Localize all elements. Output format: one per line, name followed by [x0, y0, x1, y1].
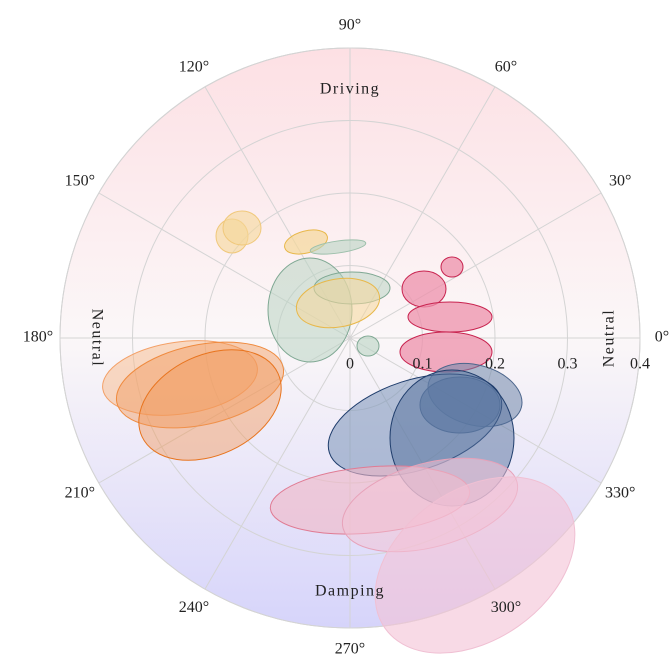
region-label: Damping [315, 583, 385, 600]
r-tick-label: 0.3 [558, 356, 578, 373]
angle-tick-label: 210° [65, 485, 95, 502]
r-tick-label: 0.2 [485, 356, 505, 373]
blob [407, 301, 493, 333]
blob [374, 476, 576, 654]
angle-tick-label: 60° [495, 58, 517, 75]
blobs [102, 210, 576, 654]
blob [138, 349, 282, 461]
angle-tick-label: 30° [609, 173, 631, 190]
region-label: Neutral [601, 309, 618, 367]
grid-spoke [349, 192, 602, 339]
r-tick-label: 0.1 [413, 356, 433, 373]
grid-spoke [204, 337, 351, 590]
blob [440, 256, 464, 278]
angle-tick-label: 0° [655, 329, 669, 346]
blob [115, 341, 285, 429]
angle-tick-label: 90° [339, 17, 361, 34]
region-label: Neutral [88, 309, 105, 367]
blob [401, 270, 447, 308]
angle-tick-label: 270° [335, 641, 365, 658]
angle-tick-label: 300° [491, 599, 521, 616]
r-tick-label: 0 [346, 356, 354, 373]
r-tick-label: 0.4 [630, 356, 650, 373]
angle-tick-label: 330° [605, 485, 635, 502]
region-label: Driving [320, 81, 380, 98]
blob [295, 277, 381, 329]
angle-tick-label: 240° [179, 599, 209, 616]
angle-tick-label: 120° [179, 58, 209, 75]
blob [222, 210, 262, 246]
angle-tick-label: 180° [23, 329, 53, 346]
blob [102, 340, 258, 416]
blob [356, 335, 380, 357]
blob [309, 239, 367, 255]
angle-tick-label: 150° [65, 173, 95, 190]
labels: Driving Damping Neutral Neutral [88, 81, 617, 600]
